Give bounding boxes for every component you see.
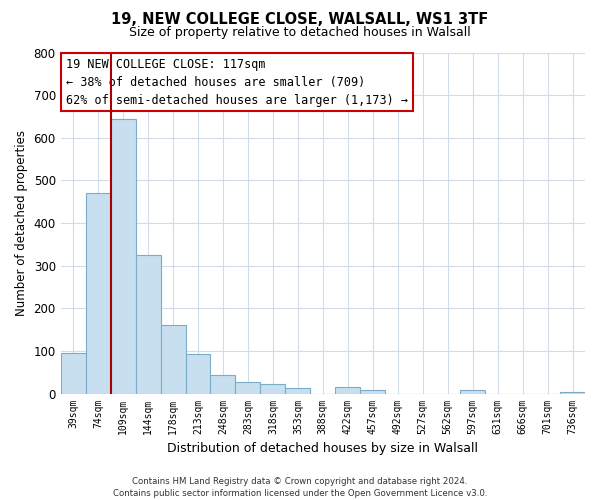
Bar	[86, 193, 110, 394]
Bar	[110, 118, 136, 394]
Text: 19 NEW COLLEGE CLOSE: 117sqm
← 38% of detached houses are smaller (709)
62% of s: 19 NEW COLLEGE CLOSE: 117sqm ← 38% of de…	[66, 58, 408, 106]
Bar	[286, 388, 310, 394]
Y-axis label: Number of detached properties: Number of detached properties	[15, 130, 28, 316]
Bar	[335, 387, 360, 394]
Bar	[460, 390, 485, 394]
Bar	[260, 384, 286, 394]
X-axis label: Distribution of detached houses by size in Walsall: Distribution of detached houses by size …	[167, 442, 478, 455]
Bar	[360, 390, 385, 394]
Bar	[235, 382, 260, 394]
Bar	[136, 255, 161, 394]
Bar	[161, 326, 185, 394]
Bar	[211, 375, 235, 394]
Text: Contains HM Land Registry data © Crown copyright and database right 2024.
Contai: Contains HM Land Registry data © Crown c…	[113, 476, 487, 498]
Bar	[61, 353, 86, 394]
Bar	[560, 392, 585, 394]
Text: 19, NEW COLLEGE CLOSE, WALSALL, WS1 3TF: 19, NEW COLLEGE CLOSE, WALSALL, WS1 3TF	[112, 12, 488, 28]
Text: Size of property relative to detached houses in Walsall: Size of property relative to detached ho…	[129, 26, 471, 39]
Bar	[185, 354, 211, 394]
